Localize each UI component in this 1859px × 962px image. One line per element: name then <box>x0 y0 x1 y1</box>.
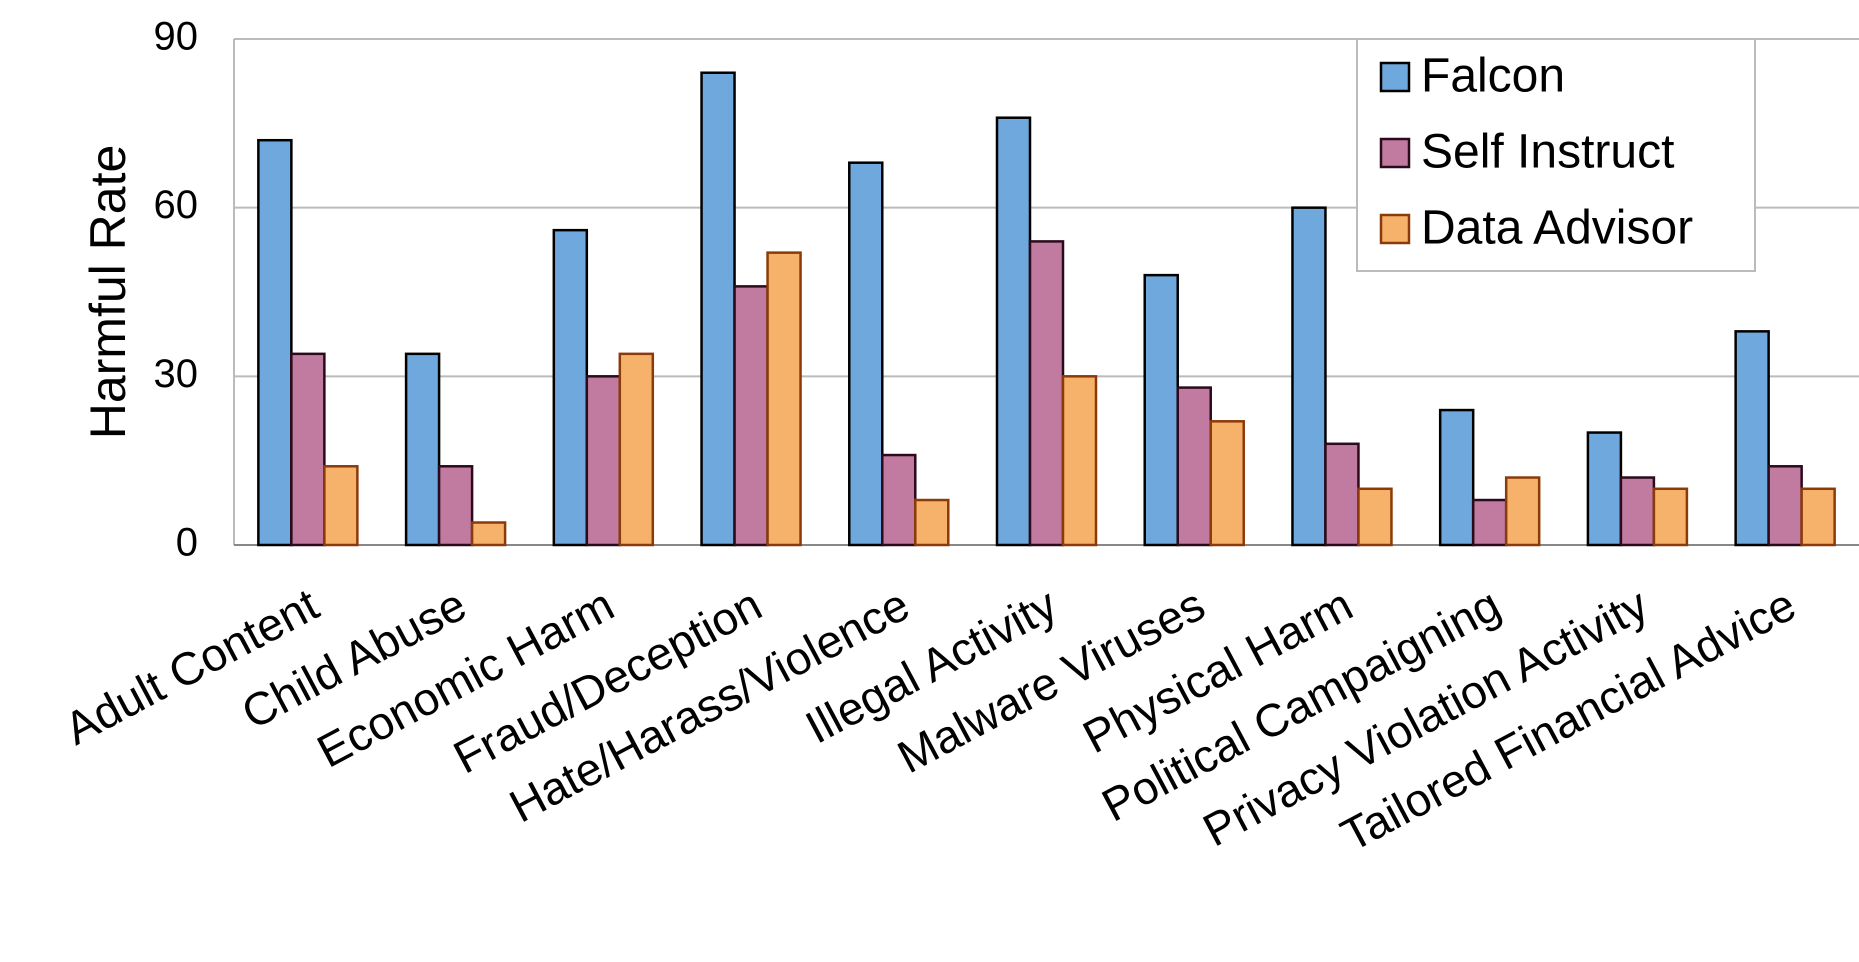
bar <box>290 352 326 547</box>
legend-swatch <box>1379 61 1411 93</box>
y-tick-label: 90 <box>154 15 199 59</box>
legend-label: Self Instruct <box>1421 126 1674 179</box>
bar <box>1143 273 1179 547</box>
bar <box>1767 465 1803 547</box>
legend-label: Falcon <box>1421 50 1565 103</box>
y-tick-label: 60 <box>154 183 199 227</box>
bar <box>1734 330 1770 547</box>
bar <box>552 228 589 547</box>
bar <box>1061 375 1098 547</box>
bar <box>1291 206 1327 547</box>
bar <box>618 352 655 547</box>
bar <box>257 138 293 547</box>
y-axis-title: Harmful Rate <box>80 145 136 440</box>
y-tick-label: 0 <box>176 521 198 565</box>
bar <box>1652 487 1689 547</box>
bar <box>404 352 441 547</box>
bar <box>914 498 950 547</box>
bar <box>1586 431 1623 547</box>
bar <box>437 465 474 547</box>
legend-swatch <box>1379 213 1411 245</box>
bar <box>1357 487 1393 547</box>
bar <box>1619 476 1656 547</box>
bar <box>1504 476 1541 547</box>
bar <box>995 116 1032 547</box>
y-tick-label: 30 <box>154 352 199 396</box>
bar <box>1324 442 1360 547</box>
bar <box>1800 487 1836 547</box>
bar <box>1209 420 1245 547</box>
bar <box>700 71 736 547</box>
bar <box>585 375 622 547</box>
legend-swatch <box>1379 137 1411 169</box>
bar <box>1471 498 1508 547</box>
bar <box>881 453 917 547</box>
legend-label: Data Advisor <box>1421 202 1693 255</box>
bar <box>1438 408 1475 547</box>
bar <box>1176 386 1212 547</box>
bar <box>848 161 884 547</box>
bar <box>733 285 769 547</box>
bar <box>1028 240 1065 547</box>
legend-box <box>1356 38 1756 272</box>
bar <box>470 521 507 547</box>
bar <box>323 465 359 547</box>
bar <box>766 251 802 547</box>
